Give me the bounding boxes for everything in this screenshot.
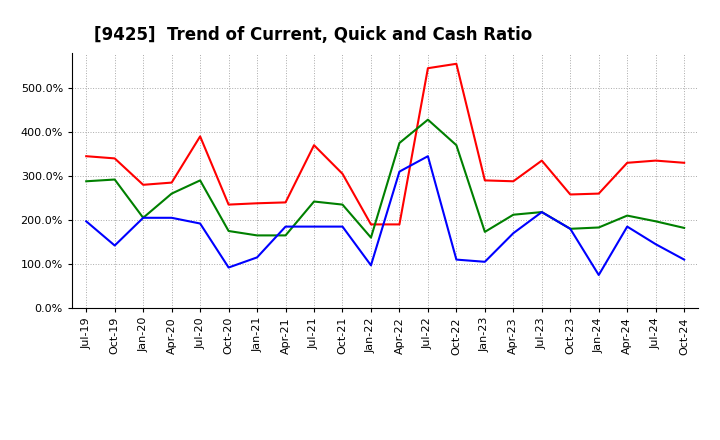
Line: Quick Ratio: Quick Ratio <box>86 120 684 238</box>
Cash Ratio <box>167 215 176 220</box>
Current Ratio <box>139 182 148 187</box>
Current Ratio <box>196 134 204 139</box>
Quick Ratio <box>225 228 233 234</box>
Cash Ratio <box>196 221 204 226</box>
Cash Ratio <box>509 231 518 236</box>
Cash Ratio <box>310 224 318 229</box>
Current Ratio <box>680 160 688 165</box>
Cash Ratio <box>537 209 546 215</box>
Quick Ratio <box>282 233 290 238</box>
Current Ratio <box>537 158 546 163</box>
Cash Ratio <box>110 243 119 248</box>
Current Ratio <box>652 158 660 163</box>
Text: [9425]  Trend of Current, Quick and Cash Ratio: [9425] Trend of Current, Quick and Cash … <box>94 26 532 44</box>
Cash Ratio <box>623 224 631 229</box>
Cash Ratio <box>566 226 575 231</box>
Line: Current Ratio: Current Ratio <box>86 64 684 224</box>
Quick Ratio <box>623 213 631 218</box>
Cash Ratio <box>452 257 461 262</box>
Quick Ratio <box>652 219 660 224</box>
Quick Ratio <box>110 177 119 182</box>
Current Ratio <box>110 156 119 161</box>
Current Ratio <box>253 201 261 206</box>
Current Ratio <box>366 222 375 227</box>
Quick Ratio <box>253 233 261 238</box>
Current Ratio <box>82 154 91 159</box>
Current Ratio <box>566 192 575 197</box>
Current Ratio <box>509 179 518 184</box>
Quick Ratio <box>310 199 318 204</box>
Cash Ratio <box>680 257 688 262</box>
Quick Ratio <box>566 226 575 231</box>
Quick Ratio <box>595 225 603 230</box>
Cash Ratio <box>282 224 290 229</box>
Cash Ratio <box>395 169 404 174</box>
Current Ratio <box>282 200 290 205</box>
Current Ratio <box>225 202 233 207</box>
Quick Ratio <box>395 140 404 146</box>
Quick Ratio <box>82 179 91 184</box>
Quick Ratio <box>480 229 489 235</box>
Quick Ratio <box>537 209 546 215</box>
Current Ratio <box>423 66 432 71</box>
Quick Ratio <box>452 143 461 148</box>
Cash Ratio <box>423 154 432 159</box>
Quick Ratio <box>423 117 432 122</box>
Quick Ratio <box>680 225 688 231</box>
Cash Ratio <box>366 263 375 268</box>
Cash Ratio <box>652 242 660 247</box>
Cash Ratio <box>139 215 148 220</box>
Quick Ratio <box>139 215 148 220</box>
Current Ratio <box>167 180 176 185</box>
Cash Ratio <box>480 259 489 264</box>
Cash Ratio <box>253 255 261 260</box>
Quick Ratio <box>509 212 518 217</box>
Current Ratio <box>623 160 631 165</box>
Cash Ratio <box>82 219 91 224</box>
Quick Ratio <box>338 202 347 207</box>
Quick Ratio <box>366 235 375 240</box>
Current Ratio <box>395 222 404 227</box>
Current Ratio <box>595 191 603 196</box>
Cash Ratio <box>338 224 347 229</box>
Line: Cash Ratio: Cash Ratio <box>86 156 684 275</box>
Cash Ratio <box>595 272 603 278</box>
Quick Ratio <box>196 178 204 183</box>
Current Ratio <box>452 61 461 66</box>
Current Ratio <box>338 171 347 176</box>
Current Ratio <box>310 143 318 148</box>
Cash Ratio <box>225 265 233 270</box>
Quick Ratio <box>167 191 176 196</box>
Current Ratio <box>480 178 489 183</box>
